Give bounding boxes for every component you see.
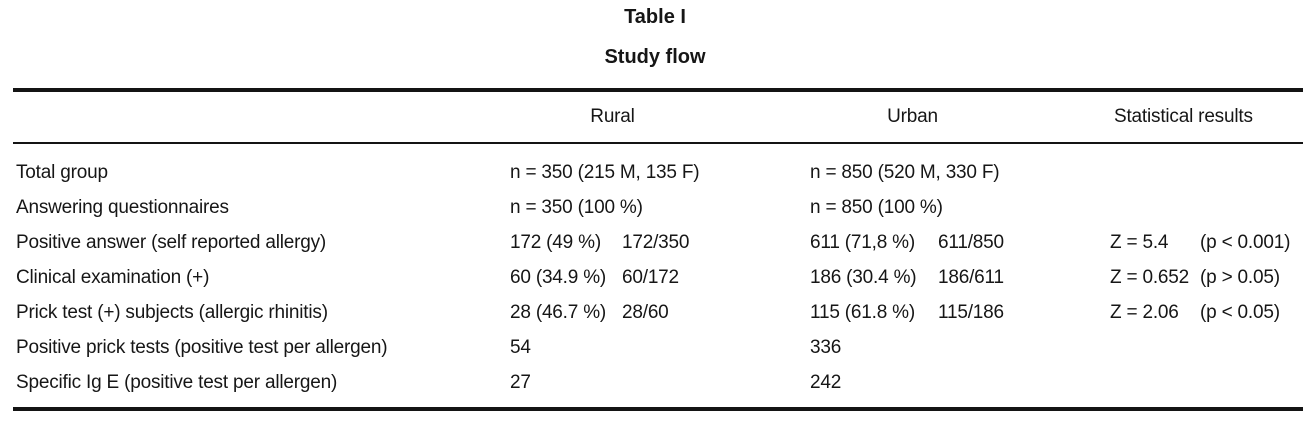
rural-main-value: 54 [510,336,531,358]
urban-main-value: n = 850 (100 %) [810,196,943,218]
urban-value: 611 (71,8 %) 611/850 [810,232,1110,254]
column-header-urban: Urban [887,106,938,127]
rural-value: n = 350 (100 %) [510,197,810,219]
z-score-value: Z = 2.06 [1110,301,1179,323]
urban-fraction-value: 611/850 [938,231,1004,253]
table-row: Total group n = 350 (215 M, 135 F) n = 8… [16,155,1294,190]
row-label: Answering questionnaires [16,196,229,218]
column-header-statistical-results: Statistical results [1114,106,1253,127]
urban-main-value: 115 (61.8 %) [810,301,915,323]
table-row: Positive prick tests (positive test per … [16,330,1294,365]
urban-fraction-value: 186/611 [938,266,1004,288]
rural-fraction-value: 172/350 [622,231,690,253]
table-row: Specific Ig E (positive test per allerge… [16,365,1294,400]
statistical-result-value [1110,337,1294,359]
table-header-row: Rural Urban Statistical results [16,92,1294,142]
rural-main-value: 60 (34.9 %) [510,266,607,288]
rural-main-value: 28 (46.7 %) [510,301,607,323]
table-row: Positive answer (self reported allergy) … [16,225,1294,260]
column-header-rural: Rural [590,106,635,127]
table-row: Answering questionnaires n = 350 (100 %)… [16,190,1294,225]
urban-main-value: 611 (71,8 %) [810,231,915,253]
table-body: Total group n = 350 (215 M, 135 F) n = 8… [16,155,1294,400]
rural-main-value: n = 350 (215 M, 135 F) [510,161,700,183]
statistical-result-value: Z = 2.06 (p < 0.05) [1110,302,1294,324]
table-title: Table I [624,6,686,28]
row-label: Specific Ig E (positive test per allerge… [16,371,338,393]
urban-fraction-value: 115/186 [938,301,1004,323]
rural-main-value: 27 [510,371,531,393]
top-rule [13,88,1303,92]
urban-value: n = 850 (520 M, 330 F) [810,162,1110,184]
row-label: Clinical examination (+) [16,266,210,288]
row-label: Positive prick tests (positive test per … [16,336,388,358]
row-label: Total group [16,161,108,183]
urban-main-value: 336 [810,336,842,358]
bottom-rule [13,407,1303,411]
statistical-result-value [1110,197,1294,219]
row-label: Positive answer (self reported allergy) [16,231,327,253]
z-score-value: Z = 0.652 [1110,266,1190,288]
rural-main-value: 172 (49 %) [510,231,601,253]
table-subtitle: Study flow [604,46,706,68]
urban-main-value: n = 850 (520 M, 330 F) [810,161,1000,183]
statistical-result-value: Z = 5.4 (p < 0.001) [1110,232,1294,254]
rural-value: 27 [510,372,810,394]
rural-value: 60 (34.9 %) 60/172 [510,267,810,289]
rural-value: 172 (49 %) 172/350 [510,232,810,254]
p-value: (p > 0.05) [1200,266,1280,288]
urban-value: n = 850 (100 %) [810,197,1110,219]
rural-main-value: n = 350 (100 %) [510,196,643,218]
p-value: (p < 0.001) [1200,231,1291,253]
rural-value: n = 350 (215 M, 135 F) [510,162,810,184]
z-score-value: Z = 5.4 [1110,231,1169,253]
rural-fraction-value: 28/60 [622,301,669,323]
urban-value: 115 (61.8 %) 115/186 [810,302,1110,324]
table-row: Clinical examination (+) 60 (34.9 %) 60/1… [16,260,1294,295]
urban-main-value: 242 [810,371,842,393]
p-value: (p < 0.05) [1200,301,1280,323]
statistical-result-value: Z = 0.652 (p > 0.05) [1110,267,1294,289]
row-label: Prick test (+) subjects (allergic rhinit… [16,301,328,323]
urban-value: 186 (30.4 %) 186/611 [810,267,1110,289]
rural-value: 54 [510,337,810,359]
statistical-result-value [1110,162,1294,184]
urban-value: 336 [810,337,1110,359]
urban-value: 242 [810,372,1110,394]
header-divider-rule [13,142,1303,144]
urban-main-value: 186 (30.4 %) [810,266,917,288]
statistical-result-value [1110,372,1294,394]
rural-value: 28 (46.7 %) 28/60 [510,302,810,324]
table-row: Prick test (+) subjects (allergic rhinit… [16,295,1294,330]
rural-fraction-value: 60/172 [622,266,679,288]
